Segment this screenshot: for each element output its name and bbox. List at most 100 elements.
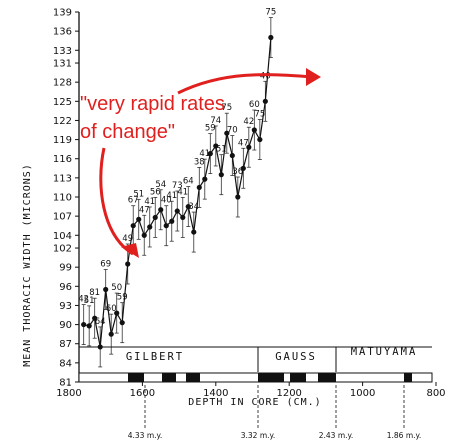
annotation-arrow-right (177, 73, 315, 95)
y-tick-label: 139 (53, 8, 72, 19)
point-label: 60 (106, 304, 117, 314)
data-point (196, 184, 202, 191)
y-tick-label: 122 (53, 116, 72, 127)
data-point (81, 321, 87, 328)
y-tick-label: 90 (59, 320, 72, 331)
polarity-normal-6 (318, 373, 336, 382)
annotation-arrowhead-down (121, 243, 139, 258)
data-point (240, 165, 246, 171)
point-label: 69 (100, 260, 111, 270)
point-label: 41 (166, 191, 177, 201)
y-tick-label: 93 (59, 301, 72, 312)
x-tick-label: 1400 (203, 388, 228, 399)
data-point (185, 203, 191, 210)
data-point (125, 261, 131, 267)
point-label: 50 (111, 283, 122, 293)
y-tick-label: 133 (53, 46, 72, 57)
age-label-1: 4.33 m.y. (128, 431, 163, 440)
data-point (202, 176, 208, 182)
point-label: 47 (139, 205, 150, 215)
point-label: 49 (122, 234, 133, 244)
data-point (268, 34, 274, 41)
age-label-4: 1.86 m.y. (387, 431, 422, 440)
y-tick-label: 84 (59, 358, 72, 369)
y-tick-label: 81 (59, 378, 72, 389)
point-labels: 4251816469605059496751474156544041734164… (78, 8, 276, 327)
x-ticks: 1800 1600 1400 1200 1000 800 (56, 382, 446, 399)
x-tick-label: 1200 (276, 388, 301, 399)
data-point (119, 320, 125, 326)
data-point (180, 214, 186, 221)
annotation-line-2: of change" (80, 121, 175, 143)
data-point (108, 331, 114, 337)
data-point (158, 207, 164, 213)
point-label: 34 (188, 202, 199, 212)
point-label: 59 (205, 124, 216, 134)
point-label: 36 (232, 167, 243, 177)
point-label: 54 (155, 180, 166, 190)
x-axis-label: DEPTH IN CORE (CM.) (188, 397, 321, 408)
data-point (224, 130, 230, 136)
y-tick-label: 96 (59, 282, 72, 293)
point-label: 51 (133, 189, 144, 199)
point-label: 47 (238, 138, 249, 148)
data-point (136, 216, 142, 222)
point-label: 42 (78, 295, 89, 305)
annotation: "very rapid rates of change" (80, 68, 321, 258)
point-label: 42 (243, 117, 254, 127)
data-point (191, 229, 197, 235)
point-label: 70 (227, 126, 238, 136)
chron-strip: GILBERT GAUSS MATUYAMA (79, 346, 432, 372)
point-label: 74 (210, 116, 221, 126)
age-markers: 4.33 m.y. 3.32 m.y. 2.43 m.y. 1.86 m.y. (128, 385, 422, 440)
point-label: 41 (199, 149, 210, 159)
point-label: 41 (177, 187, 188, 197)
data-point (169, 218, 175, 224)
polarity-normal-5 (290, 373, 306, 382)
polarity-normal-7 (404, 373, 412, 382)
y-tick-label: 136 (53, 27, 72, 38)
x-tick-label: 800 (426, 388, 445, 399)
data-point (86, 323, 92, 329)
data-point (147, 224, 153, 230)
data-point (141, 232, 147, 238)
point-label: 73 (172, 181, 183, 191)
data-points (81, 34, 274, 350)
polarity-bar-outline (78, 372, 433, 383)
polarity-normal-4 (258, 373, 284, 382)
age-label-3: 2.43 m.y. (319, 431, 354, 440)
y-tick-label: 131 (53, 59, 72, 70)
data-point (92, 315, 98, 321)
chron-gauss: GAUSS (275, 351, 317, 363)
data-point (251, 127, 257, 133)
y-tick-label: 110 (53, 193, 72, 204)
point-label: 81 (89, 288, 100, 298)
y-tick-label: 102 (53, 244, 72, 255)
point-label: 38 (194, 157, 205, 167)
point-label: 40 (161, 196, 172, 206)
chron-gilbert: GILBERT (126, 351, 184, 363)
y-tick-label: 104 (53, 231, 72, 242)
y-tick-label: 99 (59, 263, 72, 274)
polarity-normal-3 (186, 373, 200, 382)
x-tick-label: 1800 (56, 388, 81, 399)
data-point (103, 286, 109, 293)
point-label: 60 (249, 100, 260, 110)
data-point (152, 214, 158, 221)
point-label: 56 (150, 187, 161, 197)
y-tick-label: 119 (53, 135, 72, 146)
chron-matuyama: MATUYAMA (351, 346, 418, 358)
polarity-normal-1 (128, 373, 144, 382)
y-tick-label: 116 (53, 154, 72, 165)
data-point (130, 223, 136, 229)
data-point (229, 152, 235, 159)
polarity-normal-2 (162, 373, 176, 382)
annotation-arrowhead-right (306, 68, 321, 86)
x-tick-label: 1000 (350, 388, 375, 399)
y-tick-label: 113 (53, 173, 72, 184)
annotation-line-1: "very rapid rates (80, 93, 225, 115)
data-point (207, 151, 213, 157)
point-label: 51 (84, 296, 95, 306)
point-label: 51 (216, 145, 227, 155)
